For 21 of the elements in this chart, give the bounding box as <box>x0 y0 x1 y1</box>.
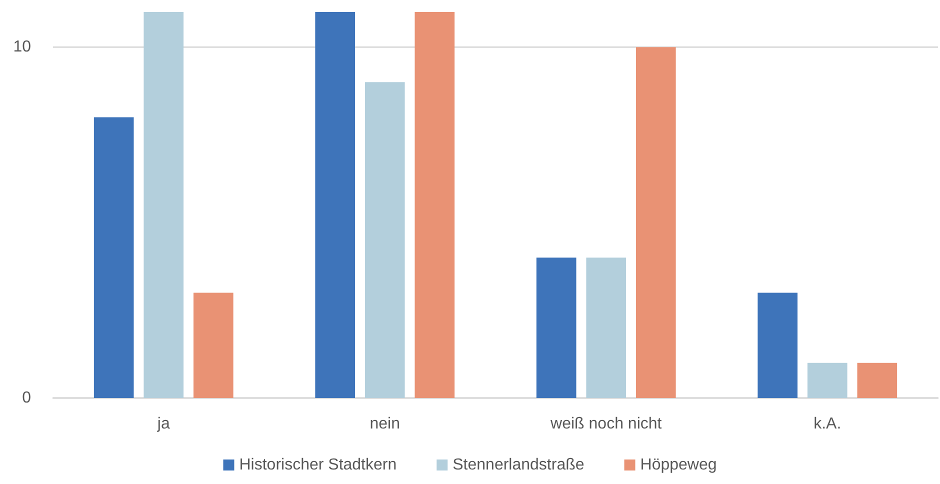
bar <box>364 82 405 398</box>
bar <box>193 292 234 398</box>
y-tick-label: 0 <box>22 390 32 406</box>
bar <box>536 258 576 398</box>
bar <box>758 292 798 398</box>
legend-label: Historischer Stadtkern <box>239 456 397 474</box>
x-tick-label: nein <box>370 416 400 432</box>
bar <box>857 362 898 398</box>
bar <box>586 258 626 398</box>
x-tick-label: k.A. <box>814 416 842 432</box>
legend-label: Höppeweg <box>640 456 717 474</box>
y-tick-label: 10 <box>13 38 32 56</box>
bar <box>414 12 455 398</box>
bar <box>807 362 848 398</box>
bar <box>94 117 134 398</box>
bar <box>315 12 356 398</box>
x-tick-label: weiß noch nicht <box>550 416 662 432</box>
bar <box>636 47 676 398</box>
x-tick-label: ja <box>156 416 170 432</box>
bar <box>144 12 184 398</box>
legend-label: Stennerlandstraße <box>452 456 584 474</box>
